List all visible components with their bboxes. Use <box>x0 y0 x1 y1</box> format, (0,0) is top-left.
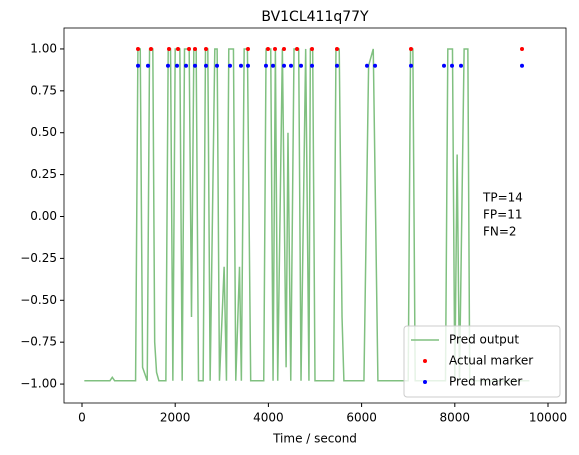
annotation: FN=2 <box>483 225 517 239</box>
marker <box>186 46 191 51</box>
y-tick-label: 0.50 <box>30 125 57 139</box>
y-tick-label: 0.25 <box>30 167 57 181</box>
y-tick-label: −1.00 <box>20 377 57 391</box>
marker <box>310 46 315 51</box>
marker <box>245 46 250 51</box>
x-axis-label: Time / second <box>272 432 357 446</box>
marker <box>520 63 525 68</box>
marker <box>175 63 180 68</box>
marker <box>145 63 150 68</box>
axes-frame <box>63 27 567 404</box>
marker <box>520 46 525 51</box>
marker <box>273 46 278 51</box>
marker <box>165 63 170 68</box>
x-tick-label: 6000 <box>346 411 377 425</box>
marker <box>282 46 287 51</box>
x-tick-label: 2000 <box>160 411 191 425</box>
marker <box>334 46 339 51</box>
x-tick-label: 4000 <box>253 411 284 425</box>
marker <box>373 63 378 68</box>
marker <box>192 63 197 68</box>
marker <box>365 63 370 68</box>
x-tick-label: 0 <box>78 411 86 425</box>
marker <box>450 63 455 68</box>
annotation: TP=14 <box>482 191 523 205</box>
marker <box>203 63 208 68</box>
y-tick-label: 1.00 <box>30 41 57 55</box>
y-tick-label: −0.50 <box>20 293 57 307</box>
marker <box>175 46 180 51</box>
y-tick-label: −0.75 <box>20 335 57 349</box>
marker <box>238 63 243 68</box>
marker <box>192 46 197 51</box>
legend-swatch <box>423 380 427 384</box>
y-tick-label: −0.25 <box>20 251 57 265</box>
legend-label: Pred output <box>449 333 519 347</box>
legend <box>403 325 561 398</box>
marker <box>263 63 268 68</box>
chart-title: BV1CL411q77Y <box>261 9 369 25</box>
marker <box>149 46 154 51</box>
marker <box>282 63 287 68</box>
annotation: FP=11 <box>483 208 522 222</box>
marker <box>295 46 300 51</box>
marker <box>166 46 171 51</box>
y-tick-label: 0.00 <box>30 209 57 223</box>
marker <box>271 63 276 68</box>
marker <box>203 46 208 51</box>
marker <box>459 63 464 68</box>
x-tick-label: 8000 <box>440 411 471 425</box>
marker <box>288 63 293 68</box>
marker <box>265 46 270 51</box>
legend-swatch <box>423 359 427 363</box>
marker <box>310 63 315 68</box>
marker <box>334 63 339 68</box>
marker <box>409 46 414 51</box>
x-tick-label: 10000 <box>529 411 567 425</box>
marker <box>136 46 141 51</box>
y-tick-label: 0.75 <box>30 83 57 97</box>
marker <box>409 63 414 68</box>
marker <box>214 63 219 68</box>
legend-label: Pred marker <box>449 375 522 389</box>
marker <box>299 63 304 68</box>
marker <box>245 63 250 68</box>
marker <box>441 63 446 68</box>
marker <box>227 63 232 68</box>
pred-line <box>84 48 530 382</box>
marker <box>184 63 189 68</box>
legend-label: Actual marker <box>449 354 533 368</box>
marker <box>136 63 141 68</box>
